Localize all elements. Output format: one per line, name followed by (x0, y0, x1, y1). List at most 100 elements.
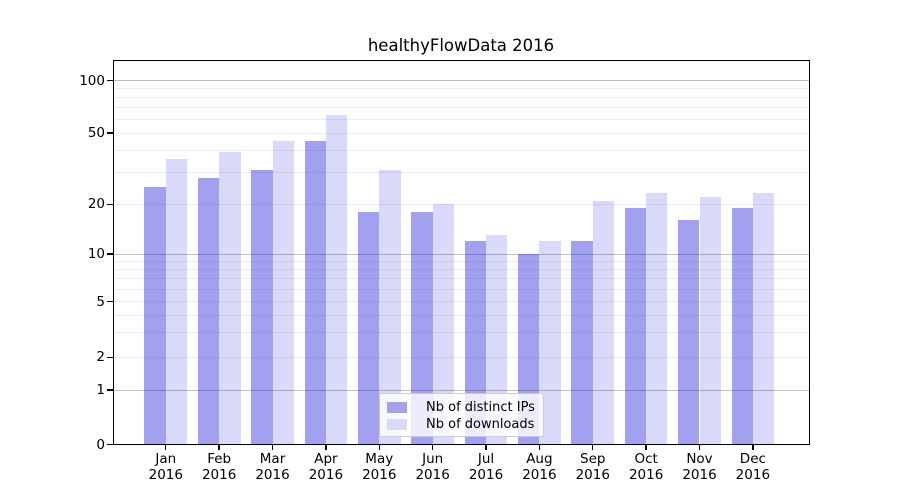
x-tick-year: 2016 (522, 466, 557, 483)
x-tick-month: Dec (739, 451, 766, 467)
gridline-minor (113, 278, 810, 280)
y-tick-label-50: 50 (87, 125, 105, 141)
y-tick-mark (106, 79, 113, 82)
x-tick-month: Aug (526, 451, 553, 467)
y-tick-mark (106, 443, 113, 446)
gridline-minor (113, 172, 810, 174)
gridline-minor (113, 96, 810, 98)
legend-entry-distinct-ips: Nb of distinct IPs (380, 399, 543, 417)
x-tick-year: 2016 (308, 466, 344, 483)
x-tick-mark (592, 444, 594, 450)
bar-distinct-ips-sep (571, 240, 593, 444)
bar-downloads-oct (646, 193, 668, 444)
x-tick-month: Feb (207, 451, 232, 467)
bar-downloads-mar (272, 141, 294, 444)
bar-distinct-ips-apr (304, 141, 326, 444)
gridline-minor (113, 203, 810, 205)
gridline-major (113, 253, 810, 255)
x-tick-mark (645, 444, 647, 450)
x-tick-label-oct: Oct 2016 (614, 451, 678, 483)
bar-downloads-dec (752, 193, 775, 444)
x-tick-month: Jun (422, 451, 444, 467)
bar-downloads-aug (539, 240, 561, 444)
bar-distinct-ips-mar (251, 170, 273, 444)
x-tick-mark (485, 444, 487, 450)
x-tick-mark (538, 444, 541, 450)
bar-downloads-jul (486, 235, 508, 444)
legend-swatch-distinct-ips (386, 401, 407, 413)
gridline-minor (113, 132, 810, 134)
x-tick-year: 2016 (735, 466, 771, 483)
gridline-minor (113, 288, 810, 290)
gridline-minor (113, 314, 810, 316)
gridline-minor (113, 332, 810, 334)
x-tick-year: 2016 (468, 466, 504, 483)
bar-distinct-ips-jan (144, 186, 166, 444)
gridline-minor (113, 149, 810, 151)
y-tick-mark (106, 203, 113, 205)
x-tick-month: Oct (634, 451, 658, 467)
x-tick-mark (431, 444, 434, 450)
x-tick-mark (165, 444, 167, 450)
y-tick-label-100: 100 (79, 72, 105, 89)
x-tick-label-dec: Dec 2016 (721, 451, 785, 483)
y-tick-label-1: 1 (96, 382, 105, 398)
x-tick-label-mar: Mar 2016 (241, 451, 305, 483)
y-tick-mark (106, 389, 113, 391)
x-tick-label-may: May 2016 (347, 451, 411, 483)
x-tick-year: 2016 (201, 466, 237, 483)
legend-entry-downloads: Nb of downloads (380, 416, 543, 434)
x-tick-label-jun: Jun 2016 (401, 451, 465, 483)
x-tick-label-jan: Jan 2016 (134, 451, 198, 483)
gridline-minor (113, 260, 810, 262)
x-tick-year: 2016 (682, 466, 717, 483)
x-tick-month: Apr (314, 451, 338, 467)
gridline-major (113, 80, 810, 81)
gridline-minor (113, 268, 810, 270)
y-tick-mark (106, 356, 113, 358)
x-tick-mark (752, 444, 754, 450)
x-tick-year: 2016 (148, 466, 183, 483)
y-tick-label-20: 20 (87, 196, 105, 213)
x-tick-mark (325, 444, 327, 450)
x-tick-year: 2016 (255, 466, 290, 483)
x-tick-year: 2016 (415, 466, 450, 483)
y-tick-label-0: 0 (96, 436, 105, 453)
bar-downloads-apr (325, 115, 348, 444)
gridline-major (113, 389, 810, 391)
legend-label: Nb of downloads (426, 417, 535, 433)
bar-downloads-jun (432, 204, 454, 444)
gridline-minor (113, 118, 810, 120)
bar-distinct-ips-oct (624, 207, 647, 444)
legend-swatch-downloads (386, 419, 407, 431)
gridline-minor (113, 301, 810, 303)
legend: Nb of distinct IPs Nb of downloads (379, 393, 544, 437)
x-tick-mark (271, 444, 274, 450)
x-tick-mark (218, 444, 220, 450)
x-tick-month: Jul (477, 451, 495, 467)
y-tick-mark (106, 301, 113, 303)
y-tick-label-2: 2 (96, 349, 105, 366)
gridline-minor (113, 107, 810, 108)
legend-label: Nb of distinct IPs (426, 399, 535, 415)
chart-title: healthyFlowData 2016 (367, 36, 555, 55)
bar-distinct-ips-feb (197, 178, 220, 444)
bar-downloads-nov (699, 196, 721, 444)
x-tick-month: Sep (580, 451, 606, 467)
x-tick-mark (378, 444, 380, 450)
bar-distinct-ips-may (357, 211, 380, 444)
bar-distinct-ips-jun (411, 211, 433, 444)
x-tick-year: 2016 (628, 466, 664, 483)
gridline-minor (113, 356, 810, 358)
bar-downloads-may (379, 170, 401, 444)
y-tick-label-10: 10 (87, 246, 105, 262)
y-tick-label-5: 5 (96, 293, 105, 310)
x-tick-label-feb: Feb 2016 (187, 451, 251, 483)
x-tick-month: May (365, 451, 394, 467)
bar-downloads-sep (592, 200, 615, 444)
gridline-minor (113, 87, 810, 89)
x-tick-mark (698, 444, 701, 450)
y-tick-mark (106, 132, 113, 134)
x-tick-year: 2016 (362, 466, 397, 483)
